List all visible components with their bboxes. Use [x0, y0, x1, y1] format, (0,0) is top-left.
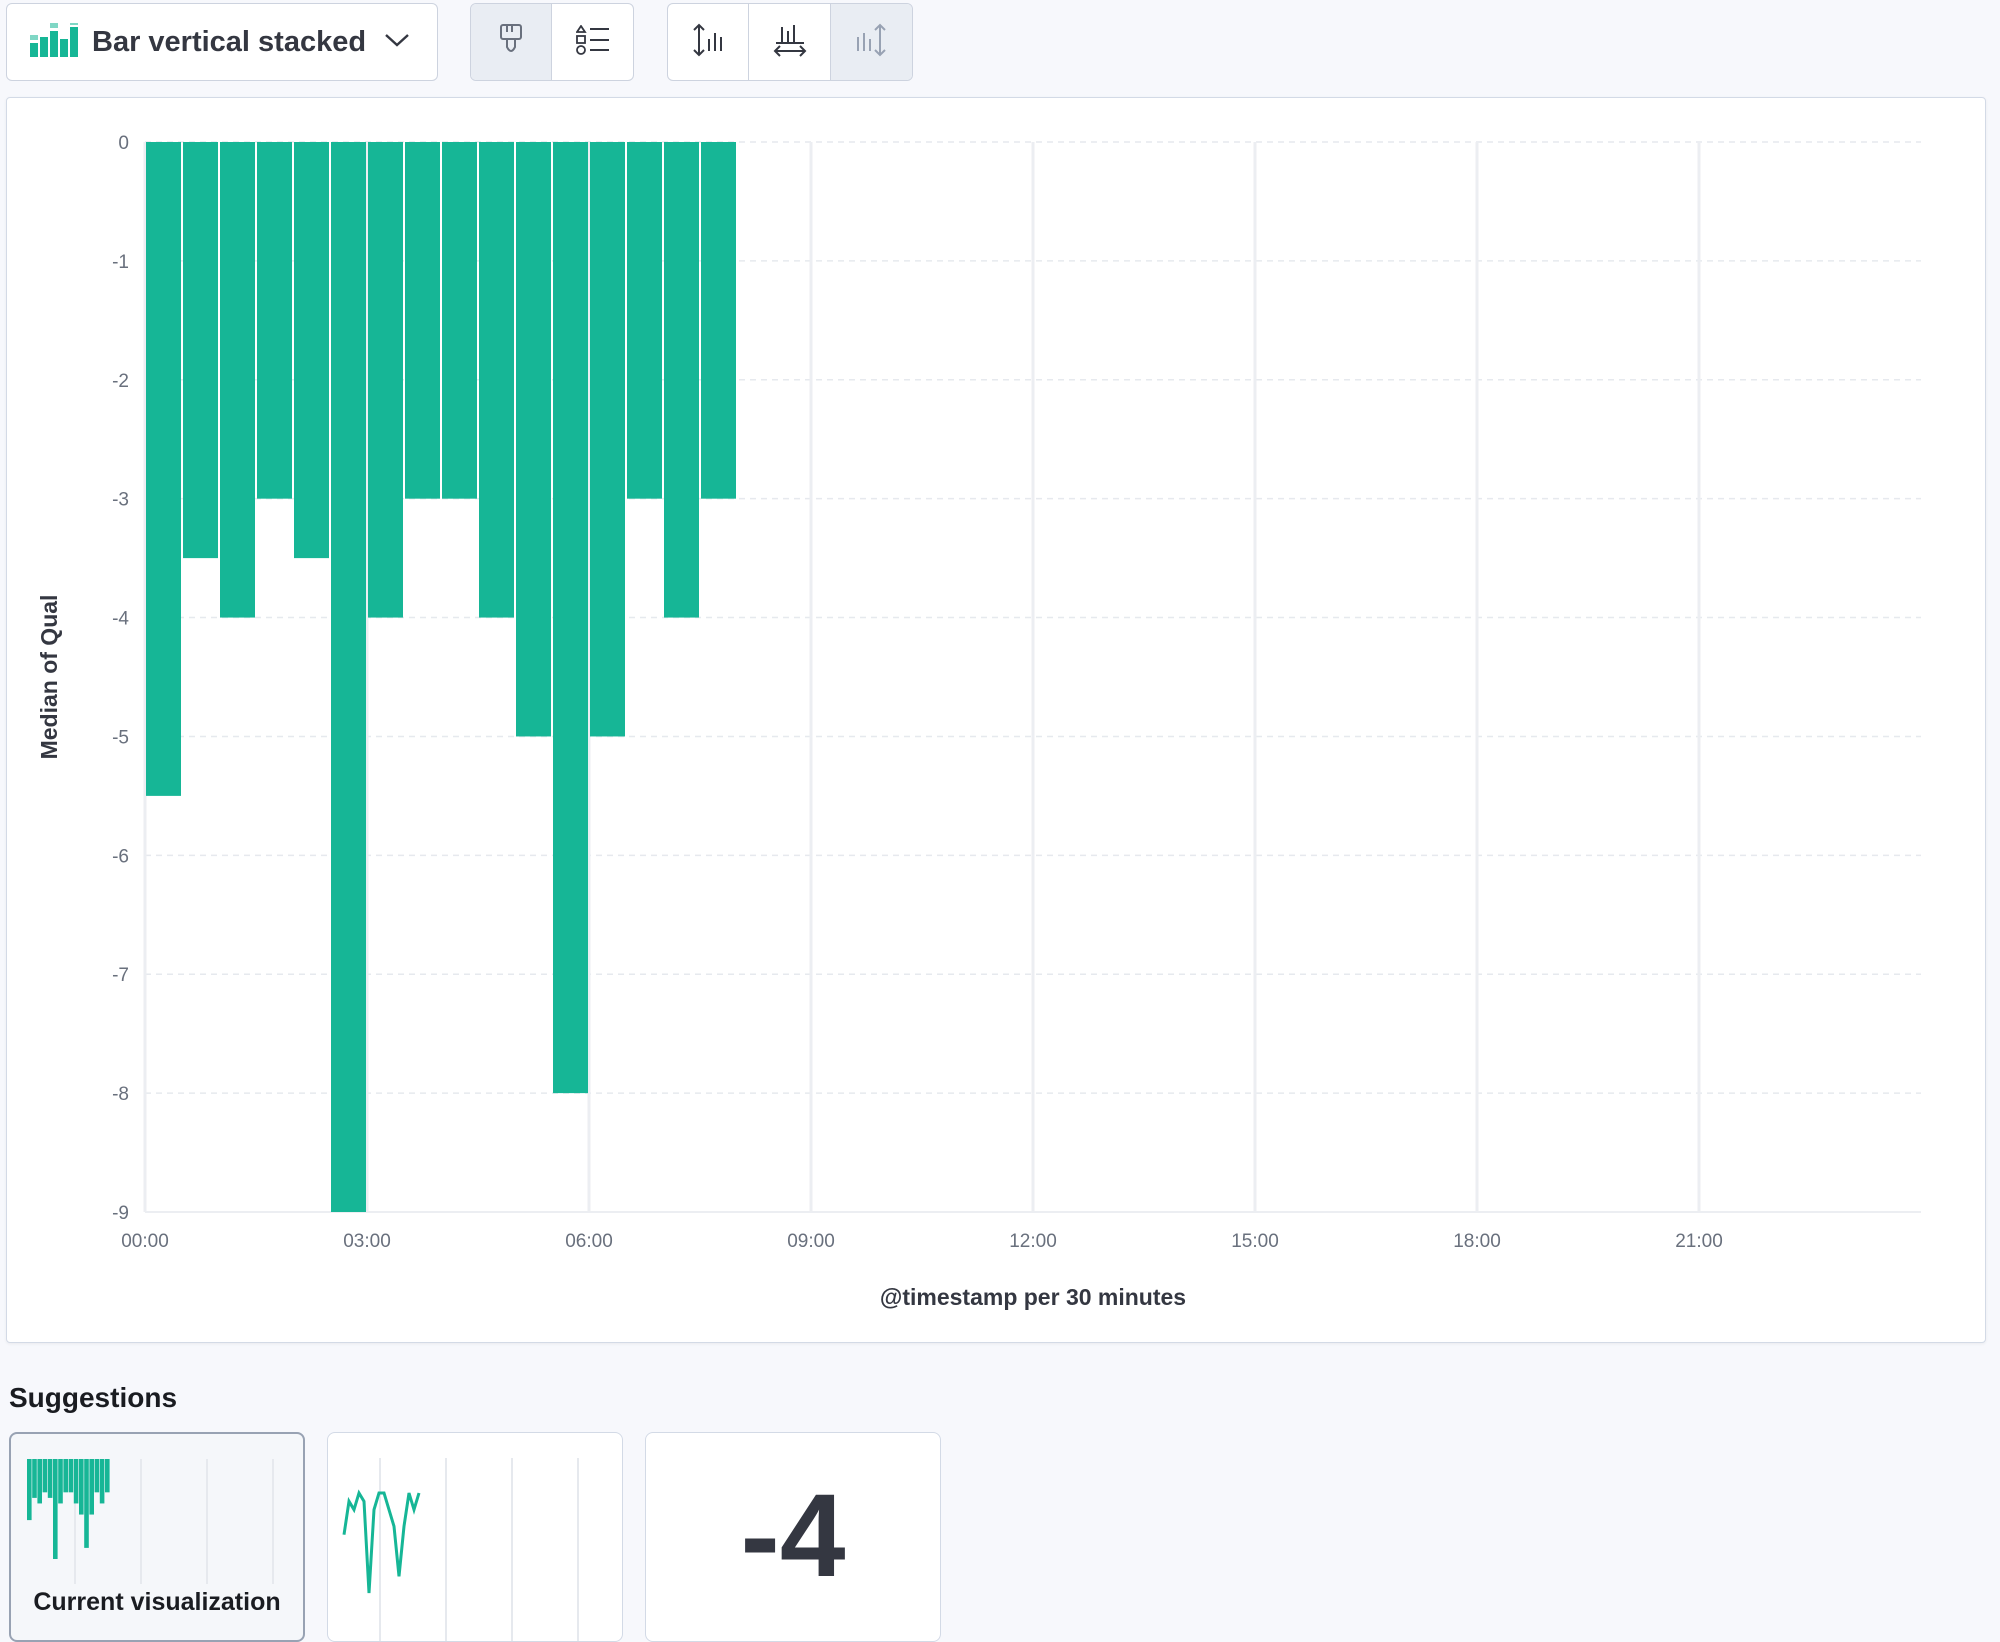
style-legend-group: [470, 3, 634, 81]
x-tick-label: 09:00: [787, 1231, 835, 1252]
left-axis-button[interactable]: [668, 4, 750, 80]
thumbnail-bar: [47, 1459, 53, 1498]
bar-vertical-stacked-icon: [30, 22, 78, 62]
style-settings-button[interactable]: [471, 4, 552, 80]
legend-settings-button[interactable]: [552, 4, 633, 80]
suggestions-title: Suggestions: [9, 1382, 178, 1413]
bar: [701, 142, 736, 499]
thumbnail-bar: [73, 1459, 79, 1504]
thumbnail-bar: [89, 1459, 94, 1515]
bar: [146, 142, 181, 796]
bar: [220, 142, 255, 618]
bar: [627, 142, 662, 499]
thumbnail-bar: [58, 1459, 63, 1504]
suggestion-current-visualization[interactable]: Current visualization: [9, 1432, 305, 1642]
right-axis-button[interactable]: [830, 4, 912, 80]
thumbnail-bar: [68, 1459, 74, 1493]
bottom-axis-button[interactable]: [749, 4, 831, 80]
thumbnail-bar: [94, 1459, 100, 1493]
bar-chart: 0 -1 -2 -3 -4 -5 -6 -7 -8 -9 00:00 03:00 06:00 09:00 1…: [36, 133, 1921, 1310]
x-tick-label: 06:00: [565, 1231, 613, 1252]
thumbnail-bar: [63, 1459, 68, 1493]
right-axis-icon: [854, 23, 888, 62]
y-tick-label: -3: [112, 490, 129, 511]
bar: [442, 142, 477, 499]
bar: [183, 142, 218, 559]
x-tick-label: 15:00: [1231, 1231, 1279, 1252]
x-tick-label: 12:00: [1009, 1231, 1057, 1252]
chevron-down-icon: [384, 32, 410, 53]
thumbnail-bar: [53, 1459, 58, 1559]
bar: [257, 142, 292, 499]
metric-value: -4: [740, 1470, 846, 1602]
y-tick-label: -4: [112, 609, 129, 630]
thumbnail-bar: [42, 1459, 48, 1493]
bar: [479, 142, 514, 618]
x-axis-title: @timestamp per 30 minutes: [880, 1284, 1186, 1310]
suggestion-metric[interactable]: -4: [645, 1432, 941, 1642]
chart-panel: 0 -1 -2 -3 -4 -5 -6 -7 -8 -9 00:00 03:00 06:00 09:00 1…: [6, 97, 1986, 1343]
thumbnail-bar: [32, 1459, 37, 1498]
x-tick-label: 03:00: [343, 1231, 391, 1252]
bar: [553, 142, 588, 1094]
bar: [590, 142, 625, 737]
legend-list-icon: [574, 23, 610, 60]
bar: [368, 142, 403, 618]
paintbrush-icon: [498, 23, 524, 62]
bar: [516, 142, 551, 737]
bar: [331, 142, 366, 1212]
y-tick-label: 0: [118, 133, 129, 154]
y-tick-label: -9: [112, 1203, 129, 1224]
y-tick-label: -6: [112, 846, 129, 867]
bar-thumbnail: [27, 1459, 274, 1584]
thumbnail-bar: [99, 1459, 105, 1504]
bar: [405, 142, 440, 499]
axis-settings-group: [667, 3, 913, 81]
y-tick-label: -1: [112, 252, 129, 273]
x-tick-label: 00:00: [121, 1231, 169, 1252]
line-thumbnail: [342, 1458, 579, 1641]
thumbnail-bar: [84, 1459, 89, 1548]
chart-type-label: Bar vertical stacked: [92, 25, 367, 58]
thumbnail-bar: [37, 1459, 42, 1504]
y-tick-label: -2: [112, 371, 129, 392]
x-tick-label: 18:00: [1453, 1231, 1501, 1252]
thumbnail-bar: [79, 1459, 84, 1515]
x-tick-label: 21:00: [1675, 1231, 1723, 1252]
suggestion-line-chart[interactable]: [327, 1432, 623, 1642]
chart-type-select[interactable]: Bar vertical stacked: [6, 3, 438, 81]
thumbnail-bar: [105, 1459, 110, 1493]
bar: [664, 142, 699, 618]
y-axis-title: Median of Qual: [36, 595, 62, 760]
y-tick-label: -7: [112, 965, 129, 986]
y-tick-label: -5: [112, 727, 129, 748]
bar: [294, 142, 329, 559]
thumbnail-bar: [27, 1459, 32, 1521]
y-tick-label: -8: [112, 1084, 129, 1105]
left-axis-icon: [691, 23, 725, 62]
bottom-axis-icon: [772, 23, 808, 62]
suggestion-caption: Current visualization: [33, 1588, 281, 1616]
